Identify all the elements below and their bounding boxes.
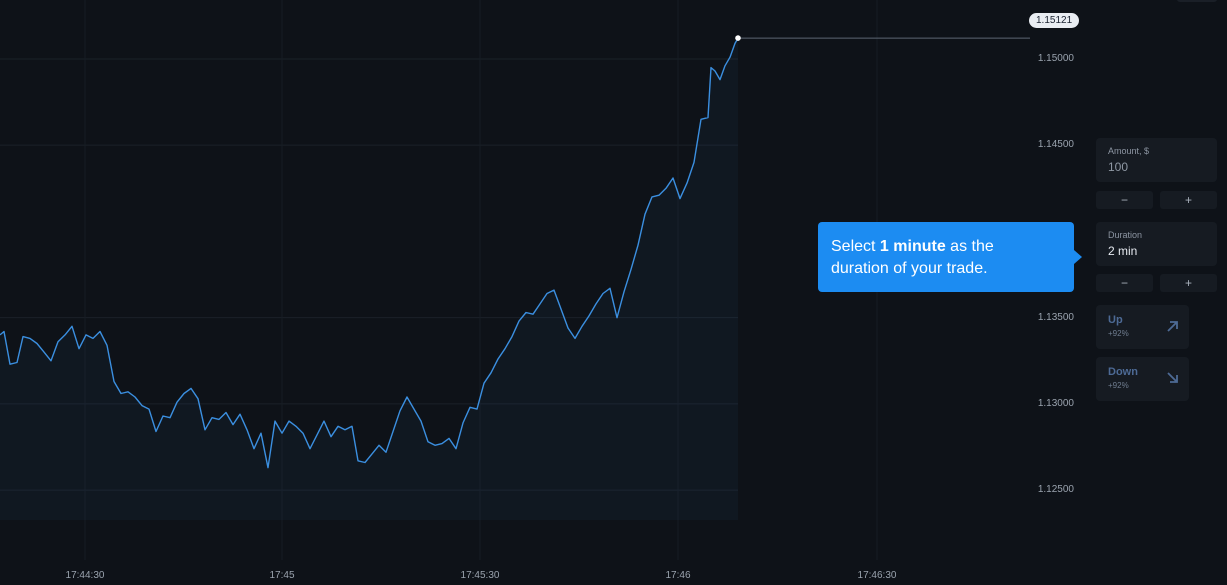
down-label: Down <box>1108 366 1138 378</box>
up-button[interactable]: Up +92% <box>1096 305 1189 349</box>
down-payout: +92% <box>1108 381 1129 390</box>
y-tick-label: 1.15000 <box>1037 52 1074 64</box>
amount-plus-button[interactable]: + <box>1160 191 1217 209</box>
tooltip-text-pre: Select <box>831 238 880 255</box>
arrow-down-right-icon <box>1167 372 1178 383</box>
x-tick-label: 17:45:30 <box>460 570 500 581</box>
chart-svg <box>0 0 1030 560</box>
current-price-dot <box>735 35 741 41</box>
y-tick-label: 1.12500 <box>1037 484 1074 496</box>
tooltip-text-bold: 1 minute <box>879 238 946 255</box>
tooltip-caret <box>1074 250 1082 264</box>
up-payout: +92% <box>1108 329 1129 338</box>
x-tick-label: 17:44:30 <box>65 570 105 581</box>
amount-label: Amount, $ <box>1108 146 1150 156</box>
amount-minus-button[interactable]: − <box>1096 191 1153 209</box>
price-line <box>0 37 739 469</box>
amount-value[interactable]: 100 <box>1108 160 1129 174</box>
price-chart: 1.15000 1.14500 1.13500 1.13000 1.12500 17:4… <box>0 0 1080 581</box>
x-tick-label: 17:46 <box>665 570 691 581</box>
current-price-badge: 1.15121 <box>1029 13 1080 28</box>
amount-field[interactable]: Amount, $ 100 <box>1096 138 1217 182</box>
down-button[interactable]: Down +92% <box>1096 357 1189 401</box>
x-tick-label: 17:45 <box>269 570 295 581</box>
up-label: Up <box>1108 314 1123 326</box>
duration-field[interactable]: Duration 2 min <box>1096 222 1217 266</box>
y-tick-label: 1.14500 <box>1037 139 1074 151</box>
tooltip-text-post: as the duration of your trade. <box>831 238 994 277</box>
duration-label: Duration <box>1108 230 1143 240</box>
duration-value[interactable]: 2 min <box>1108 244 1138 258</box>
tooltip-text: Select 1 minute as the duration of your … <box>831 236 1051 280</box>
y-tick-label: 1.13000 <box>1037 397 1074 409</box>
arrow-up-right-icon <box>1167 321 1178 332</box>
y-tick-label: 1.13500 <box>1037 311 1074 323</box>
top-menu-button[interactable] <box>1177 0 1217 2</box>
x-tick-label: 17:46:30 <box>857 570 897 581</box>
price-area <box>0 38 738 520</box>
tutorial-tooltip: Select 1 minute as the duration of your … <box>818 222 1074 292</box>
duration-minus-button[interactable]: − <box>1096 274 1153 292</box>
duration-plus-button[interactable]: + <box>1160 274 1217 292</box>
